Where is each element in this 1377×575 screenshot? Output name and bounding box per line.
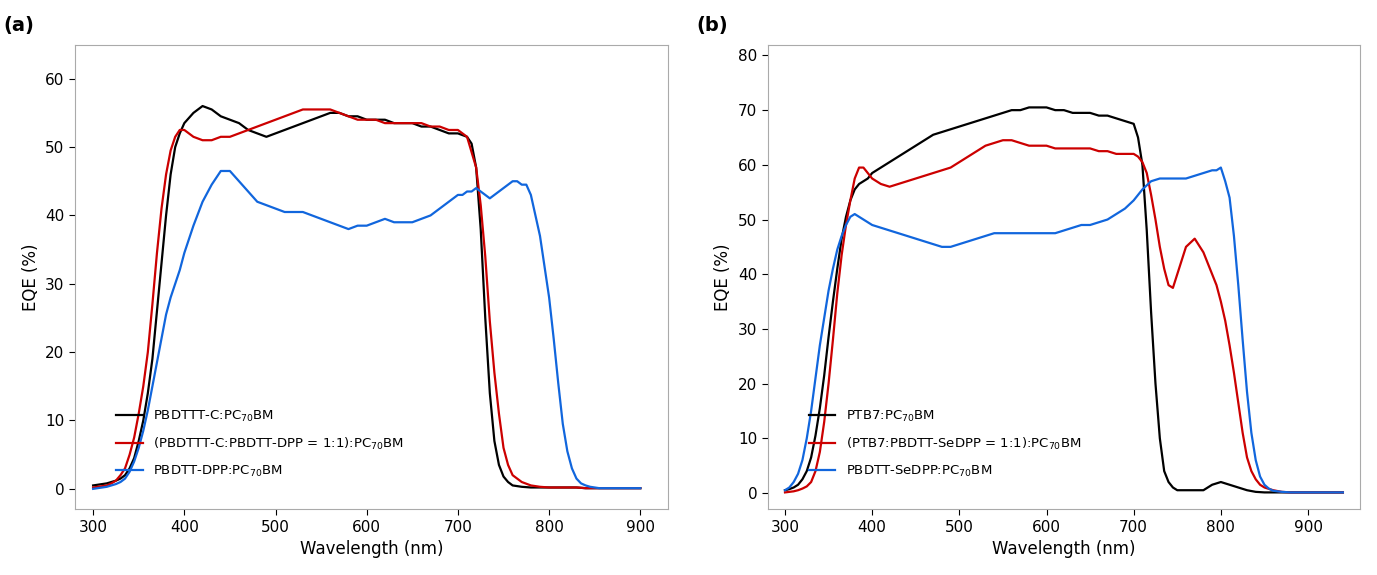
X-axis label: Wavelength (nm): Wavelength (nm) — [300, 540, 443, 558]
Legend: PBDTTT-C:PC$_{70}$BM, (PBDTTT-C:PBDTT-DPP = 1:1):PC$_{70}$BM, PBDTT-DPP:PC$_{70}: PBDTTT-C:PC$_{70}$BM, (PBDTTT-C:PBDTT-DP… — [112, 404, 409, 484]
Legend: PTB7:PC$_{70}$BM, (PTB7:PBDTT-SeDPP = 1:1):PC$_{70}$BM, PBDTT-SeDPP:PC$_{70}$BM: PTB7:PC$_{70}$BM, (PTB7:PBDTT-SeDPP = 1:… — [804, 404, 1086, 484]
Text: (a): (a) — [4, 16, 34, 35]
Y-axis label: EQE (%): EQE (%) — [715, 243, 733, 310]
X-axis label: Wavelength (nm): Wavelength (nm) — [993, 540, 1136, 558]
Y-axis label: EQE (%): EQE (%) — [22, 243, 40, 310]
Text: (b): (b) — [697, 16, 728, 35]
